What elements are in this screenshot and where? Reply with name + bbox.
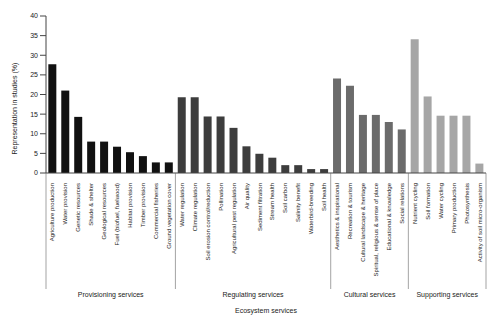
svg-text:Soil carbon: Soil carbon	[282, 183, 288, 213]
svg-text:Pollination: Pollination	[218, 183, 224, 211]
svg-text:Cultural landscape & heritage: Cultural landscape & heritage	[360, 182, 366, 261]
svg-text:Soil health: Soil health	[321, 183, 327, 211]
svg-text:Fuel (biofuel, fuelwood): Fuel (biofuel, fuelwood)	[114, 183, 120, 245]
svg-text:Primary production: Primary production	[451, 183, 457, 233]
svg-text:Air quality: Air quality	[244, 183, 250, 209]
svg-text:Ecosystem services: Ecosystem services	[235, 307, 297, 315]
svg-text:Sediment filtration: Sediment filtration	[257, 183, 263, 231]
svg-text:Habitat provision: Habitat provision	[127, 183, 133, 228]
svg-text:Geological resources: Geological resources	[101, 183, 107, 239]
svg-text:Agricultural pest regulation: Agricultural pest regulation	[231, 183, 237, 254]
svg-text:15: 15	[30, 111, 38, 118]
svg-text:Provisioning services: Provisioning services	[78, 291, 144, 299]
svg-text:20: 20	[30, 91, 38, 98]
svg-text:Educational & knowledge: Educational & knowledge	[386, 182, 392, 250]
svg-text:Shade & shelter: Shade & shelter	[88, 183, 94, 226]
svg-text:Cultural services: Cultural services	[344, 291, 396, 298]
svg-text:Agriculture production: Agriculture production	[49, 183, 55, 241]
svg-text:5: 5	[34, 150, 38, 157]
svg-text:Waterbird-breeding: Waterbird-breeding	[308, 183, 314, 234]
svg-text:Soil formation: Soil formation	[425, 183, 431, 220]
svg-text:0: 0	[34, 169, 38, 176]
svg-text:Timber provision: Timber provision	[140, 183, 146, 227]
svg-text:Commercial fisheries: Commercial fisheries	[153, 183, 159, 239]
svg-text:Water regulation: Water regulation	[179, 183, 185, 227]
svg-text:Photosynthesis: Photosynthesis	[464, 183, 470, 224]
svg-text:Stream health: Stream health	[269, 183, 275, 220]
svg-text:Aesthetics & inspirational: Aesthetics & inspirational	[334, 183, 340, 250]
svg-text:Climate regulation: Climate regulation	[192, 183, 198, 231]
svg-text:Soil erosion control/reduction: Soil erosion control/reduction	[205, 183, 211, 260]
svg-text:Water provision: Water provision	[62, 183, 68, 224]
svg-text:Supporting services: Supporting services	[416, 291, 478, 299]
svg-text:Nutrient cycling: Nutrient cycling	[412, 183, 418, 224]
svg-text:Salinity benefit: Salinity benefit	[295, 183, 301, 222]
svg-text:40: 40	[30, 12, 38, 19]
svg-text:30: 30	[30, 52, 38, 59]
svg-text:Activity of soil micro-organis: Activity of soil micro-organism	[477, 183, 483, 262]
svg-text:Social relations: Social relations	[399, 183, 405, 224]
svg-text:Regulating services: Regulating services	[223, 291, 285, 299]
svg-text:Recreation & tourism: Recreation & tourism	[347, 183, 353, 239]
svg-text:Representation in studies (%): Representation in studies (%)	[11, 63, 19, 155]
svg-text:25: 25	[30, 71, 38, 78]
svg-text:Genetic resources: Genetic resources	[75, 183, 81, 232]
svg-text:Water cycling: Water cycling	[438, 183, 444, 219]
svg-text:Spiritual, religious & sense o: Spiritual, religious & sense of place	[373, 182, 379, 276]
svg-text:10: 10	[30, 130, 38, 137]
svg-text:Ground vegetation cover: Ground vegetation cover	[166, 183, 172, 249]
svg-text:35: 35	[30, 32, 38, 39]
